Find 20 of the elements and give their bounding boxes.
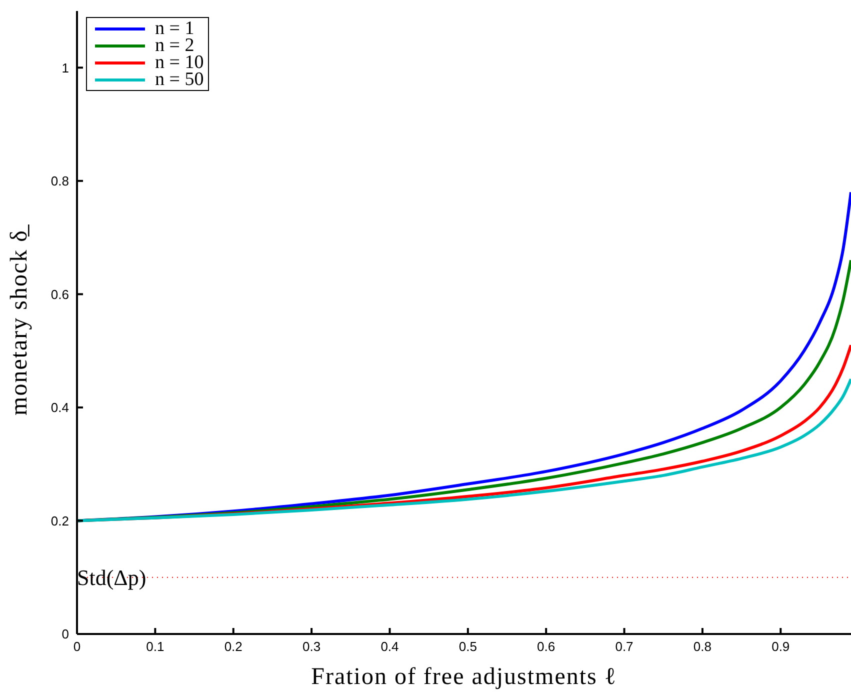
x-tick-label: 0.5 <box>458 639 477 654</box>
y-tick-label: 0.2 <box>50 513 69 528</box>
y-tick-label: 0.8 <box>50 174 69 189</box>
ref-line-label: Std(Δp) <box>77 565 146 590</box>
y-axis-title: monetary shock δ̲ <box>6 224 33 416</box>
y-tick-label: 0 <box>62 626 69 642</box>
x-tick-label: 0.4 <box>380 639 399 654</box>
x-axis-title: Fration of free adjustments ℓ <box>311 664 617 690</box>
x-tick-label: 0.7 <box>615 639 634 654</box>
x-tick-label: 0.2 <box>224 639 242 654</box>
x-tick-label: 0.6 <box>537 639 556 654</box>
y-tick-label: 1 <box>62 60 69 76</box>
y-tick-label: 0.6 <box>50 286 69 302</box>
x-tick-label: 0.1 <box>146 639 164 654</box>
y-tick-label: 0.4 <box>50 400 69 416</box>
x-tick-label: 0.9 <box>772 639 790 654</box>
x-tick-label: 0.3 <box>302 639 321 654</box>
line-series <box>77 378 851 522</box>
x-tick-label: 0.8 <box>693 639 712 654</box>
x-tick-label: 0 <box>73 639 81 654</box>
